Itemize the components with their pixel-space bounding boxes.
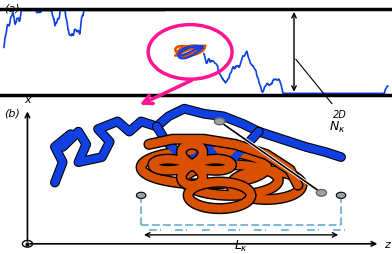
Text: 2D: 2D (296, 60, 347, 119)
Text: z: z (384, 239, 390, 249)
Circle shape (136, 193, 146, 199)
Text: (b): (b) (4, 108, 20, 118)
Text: x: x (24, 94, 31, 104)
Text: (a): (a) (4, 4, 20, 14)
Text: $L_{\kappa}$: $L_{\kappa}$ (234, 237, 248, 252)
Text: $N_{\kappa}$: $N_{\kappa}$ (329, 119, 346, 135)
Text: y: y (24, 253, 31, 254)
Circle shape (316, 190, 327, 196)
Circle shape (336, 193, 346, 199)
Circle shape (214, 119, 225, 125)
